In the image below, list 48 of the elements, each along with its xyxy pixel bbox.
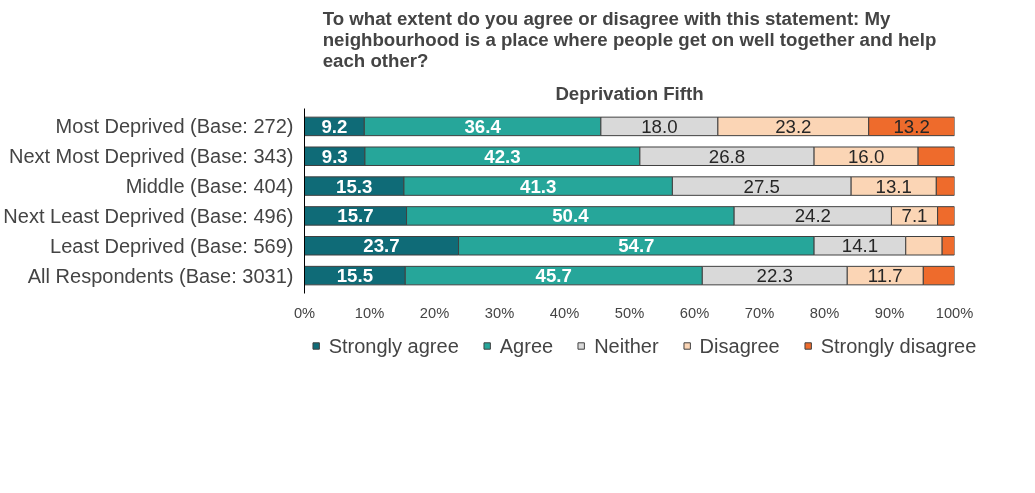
data-label: 13.1: [875, 175, 912, 197]
x-tick-label: 90%: [874, 304, 905, 321]
data-label: 24.2: [794, 205, 831, 227]
data-label: 42.3: [484, 145, 521, 167]
legend-label: Agree: [499, 334, 554, 357]
y-tick-label: All Respondents (Base: 3031): [27, 264, 294, 287]
data-label: 26.8: [708, 145, 746, 167]
data-label: 41.3: [520, 175, 557, 197]
data-label: 13.2: [893, 115, 930, 137]
y-tick-label: Least Deprived (Base: 569): [50, 234, 294, 257]
y-tick-label: Middle (Base: 404): [125, 175, 294, 198]
data-label: 23.7: [363, 235, 400, 257]
legend-label: Neither: [594, 334, 659, 357]
data-label: 9.3: [321, 145, 348, 167]
data-label: 15.7: [337, 205, 374, 227]
data-label: 14.1: [841, 235, 879, 257]
data-label: 15.3: [336, 175, 373, 197]
x-tick-label: 100%: [935, 304, 974, 321]
legend-label: Disagree: [699, 334, 780, 357]
data-label: 23.2: [775, 115, 812, 137]
data-label: 50.4: [552, 205, 590, 227]
x-tick-label: 80%: [809, 304, 840, 321]
x-tick-label: 20%: [419, 304, 450, 321]
legend-label: Strongly agree: [328, 334, 459, 357]
x-tick-label: 50%: [614, 304, 645, 321]
y-tick-label: Next Most Deprived (Base: 343): [8, 145, 294, 168]
data-label: 7.1: [901, 205, 928, 227]
data-label: 15.5: [336, 265, 374, 287]
data-label: 9.2: [321, 115, 348, 137]
data-label: 18.0: [641, 115, 678, 137]
data-label: 11.7: [867, 265, 903, 287]
x-tick-label: 10%: [354, 304, 385, 321]
chart-title: To what extent do you agree or disagree with this statement: My neighbourhood is a place where people get on well together and help each other?: [322, 7, 937, 71]
legend-label: Strongly disagree: [820, 334, 977, 357]
y-tick-label: Most Deprived (Base: 272): [55, 115, 294, 138]
data-label: 27.5: [743, 175, 780, 197]
x-tick-label: 30%: [484, 304, 515, 321]
y-tick-label: Next Least Deprived (Base: 496): [3, 204, 294, 227]
x-tick-label: 60%: [679, 304, 710, 321]
data-label: 22.3: [756, 265, 793, 287]
data-label: 45.7: [535, 265, 572, 287]
x-tick-label: 70%: [744, 304, 775, 321]
data-label: 16.0: [847, 145, 885, 167]
data-label: 54.7: [618, 235, 655, 257]
data-label: 36.4: [464, 115, 502, 137]
chart-subtitle: Deprivation Fifth: [555, 82, 704, 104]
x-tick-label: 0%: [293, 304, 316, 321]
x-tick-label: 40%: [549, 304, 580, 321]
